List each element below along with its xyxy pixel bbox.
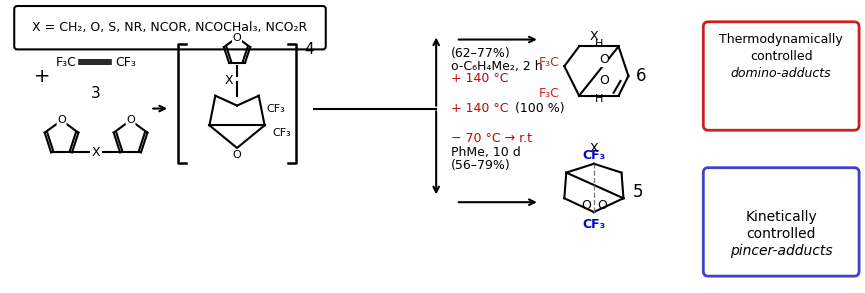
Text: domino-adducts: domino-adducts xyxy=(731,67,831,80)
Text: controlled: controlled xyxy=(746,227,816,241)
Text: F₃C: F₃C xyxy=(56,56,77,69)
Text: CF₃: CF₃ xyxy=(115,56,136,69)
Text: − 70 °C → r.t: − 70 °C → r.t xyxy=(451,132,532,145)
Text: PhMe, 10 d: PhMe, 10 d xyxy=(451,146,521,159)
Text: X: X xyxy=(225,74,234,87)
Text: 4: 4 xyxy=(304,42,314,57)
Text: CF₃: CF₃ xyxy=(582,218,605,231)
Text: O: O xyxy=(597,199,606,212)
Text: O: O xyxy=(581,199,591,212)
Text: 5: 5 xyxy=(633,183,644,201)
Text: X: X xyxy=(590,142,599,156)
Text: H: H xyxy=(594,94,603,104)
Text: 3: 3 xyxy=(91,86,101,101)
Text: CF₃: CF₃ xyxy=(272,128,292,138)
Text: F₃C: F₃C xyxy=(539,87,560,100)
Text: Thermodynamically: Thermodynamically xyxy=(720,33,843,46)
Text: + 140 °C: + 140 °C xyxy=(451,102,509,115)
Text: 6: 6 xyxy=(636,67,646,85)
Text: O: O xyxy=(599,53,609,66)
Text: +: + xyxy=(34,67,50,86)
Text: o-C₆H₄Me₂, 2 h: o-C₆H₄Me₂, 2 h xyxy=(451,60,542,73)
Text: Kinetically: Kinetically xyxy=(746,210,817,224)
Text: O: O xyxy=(233,150,241,160)
Text: F₃C: F₃C xyxy=(539,56,560,69)
Text: controlled: controlled xyxy=(750,50,812,63)
Text: O: O xyxy=(126,115,135,125)
Text: (62–77%): (62–77%) xyxy=(451,47,510,60)
Text: pincer-adducts: pincer-adducts xyxy=(730,243,832,258)
FancyBboxPatch shape xyxy=(703,22,859,130)
Text: (56–79%): (56–79%) xyxy=(451,159,510,172)
FancyBboxPatch shape xyxy=(703,168,859,276)
Text: O: O xyxy=(57,115,66,125)
Text: O: O xyxy=(599,74,609,87)
Text: X: X xyxy=(92,146,100,159)
Text: H: H xyxy=(594,40,603,50)
Text: + 140 °C: + 140 °C xyxy=(451,72,509,86)
Text: X = CH₂, O, S, NR, NCOR, NCOCHal₃, NCO₂R: X = CH₂, O, S, NR, NCOR, NCOCHal₃, NCO₂R xyxy=(32,21,308,34)
Text: CF₃: CF₃ xyxy=(266,103,285,114)
Text: (100 %): (100 %) xyxy=(515,102,565,115)
Text: O: O xyxy=(233,33,241,42)
FancyBboxPatch shape xyxy=(14,6,326,50)
Text: X: X xyxy=(590,30,599,43)
Text: CF₃: CF₃ xyxy=(582,149,605,162)
